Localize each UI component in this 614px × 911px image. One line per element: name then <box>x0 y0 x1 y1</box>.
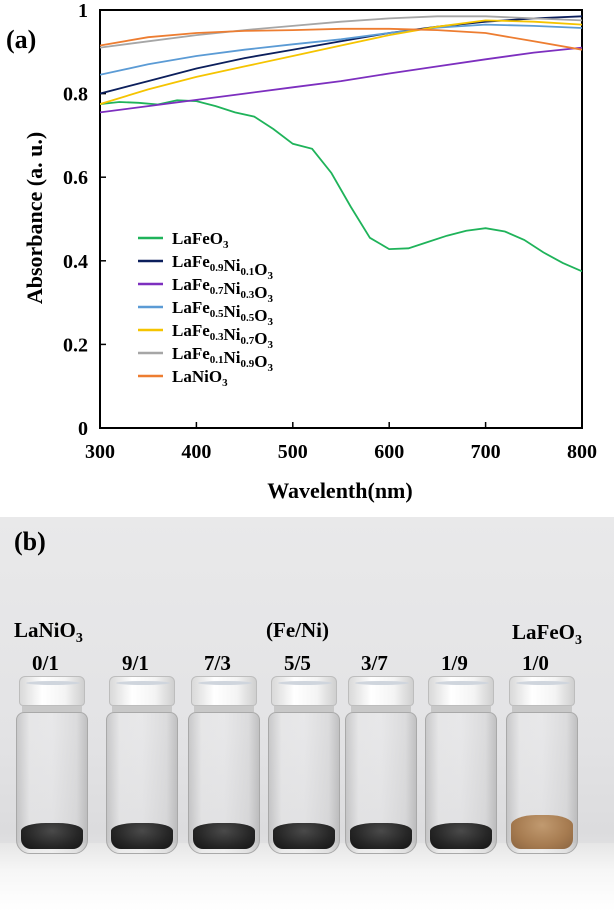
y-axis-label: Absorbance (a. u.) <box>22 132 47 304</box>
series-line-4 <box>100 19 582 105</box>
legend-entry: LaFe0.1Ni0.9O3 <box>172 344 274 374</box>
lafeo3-vial-name: LaFeO3 <box>512 620 582 649</box>
x-tick-label: 400 <box>181 441 211 463</box>
vial <box>504 676 580 856</box>
y-tick-label: 0.8 <box>63 84 88 106</box>
panel-a-label: (a) <box>6 25 36 54</box>
vial-cap <box>109 676 175 706</box>
vial-powder <box>350 823 412 849</box>
vial-cap <box>509 676 575 706</box>
vial-neck <box>194 706 254 712</box>
vial-glass <box>268 712 340 854</box>
series-line-3 <box>100 23 582 76</box>
vial-neck <box>274 706 334 712</box>
y-tick-label: 0.4 <box>63 251 88 273</box>
series-line-6 <box>100 27 582 51</box>
vial-powder <box>430 823 492 849</box>
legend-entry: LaFe0.5Ni0.5O3 <box>172 298 274 328</box>
vial-ratio-label: 3/7 <box>361 651 388 675</box>
plot-area: 300 400 500 600 700 80000.20.40.60.81LaFeO3La… <box>63 0 597 463</box>
vial-neck <box>22 706 82 712</box>
y-tick-label: 0.6 <box>63 167 88 189</box>
panel-b-label: (b) <box>14 527 46 556</box>
vial-neck <box>351 706 411 712</box>
legend-entry: LaFeO3 <box>172 229 229 251</box>
vial <box>266 676 342 856</box>
vial-neck <box>112 706 172 712</box>
absorbance-chart: (a) 300 400 500 600 700 800 0 0.2 0.4 0.6 0.8 1 LaFe… <box>6 0 597 503</box>
legend-entry: LaFe0.3Ni0.7O3 <box>172 321 274 351</box>
vial-cap <box>19 676 85 706</box>
vial-glass <box>188 712 260 854</box>
vial-glass <box>106 712 178 854</box>
lanio3-vial-name: LaNiO3 <box>14 618 83 647</box>
vial <box>186 676 262 856</box>
x-tick-label: 300 <box>85 441 115 463</box>
vial-ratio-label: 1/9 <box>441 651 468 675</box>
vial-powder <box>111 823 173 849</box>
plot-frame <box>99 9 583 429</box>
vial <box>343 676 419 856</box>
x-tick-label: 800 <box>567 441 597 463</box>
vial-glass <box>16 712 88 854</box>
vial-cap <box>191 676 257 706</box>
vial-cap <box>348 676 414 706</box>
legend-entry: LaFe0.7Ni0.3O3 <box>172 275 274 305</box>
vial-powder <box>21 823 83 849</box>
vial-ratio-label: 0/1 <box>32 651 59 675</box>
x-axis-label: Wavelenth(nm) <box>267 478 412 503</box>
vial-ratio-label: 7/3 <box>204 651 231 675</box>
series-line-5 <box>100 15 582 49</box>
x-tick-label: 600 <box>374 441 404 463</box>
y-tick-label: 1 <box>78 0 88 22</box>
series-line-2 <box>100 46 582 114</box>
y-tick-label: 0.2 <box>63 334 88 356</box>
vial-ratio-label: 1/0 <box>522 651 549 675</box>
legend-entry: LaNiO3 <box>172 367 228 389</box>
vial <box>423 676 499 856</box>
vial <box>14 676 90 856</box>
vial <box>104 676 180 856</box>
vial-glass <box>345 712 417 854</box>
table-surface <box>0 843 614 911</box>
vial-ratio-label: 9/1 <box>122 651 149 675</box>
legend-entry: LaFe0.9Ni0.1O3 <box>172 252 274 282</box>
fe-ni-header: (Fe/Ni) <box>266 618 329 642</box>
vial-powder <box>511 815 573 849</box>
vial-powder <box>273 823 335 849</box>
vial-powder <box>193 823 255 849</box>
vial-glass <box>425 712 497 854</box>
series-line-0 <box>100 99 582 273</box>
x-tick-label: 500 <box>278 441 308 463</box>
y-tick-label: 0 <box>78 418 88 440</box>
x-tick-label: 700 <box>471 441 501 463</box>
vial-cap <box>428 676 494 706</box>
vial-cap <box>271 676 337 706</box>
vial-glass <box>506 712 578 854</box>
vial-neck <box>512 706 572 712</box>
vial-ratio-label: 5/5 <box>284 651 311 675</box>
vial-neck <box>431 706 491 712</box>
